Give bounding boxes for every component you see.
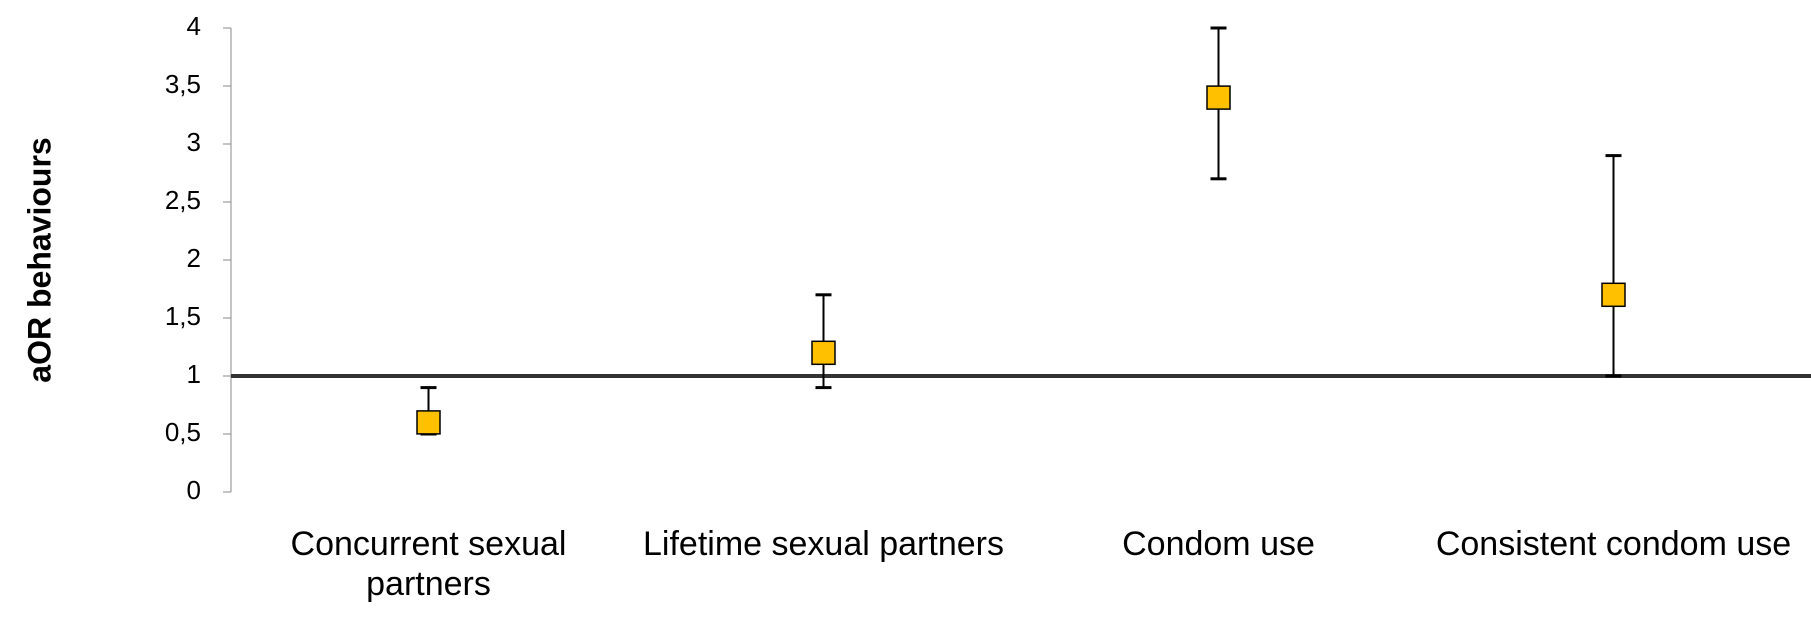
y-tick-label: 4 xyxy=(187,11,201,41)
y-tick-label: 0,5 xyxy=(165,417,201,447)
marker xyxy=(1601,282,1626,308)
x-tick-label: Lifetime sexual partners xyxy=(643,525,1004,563)
y-tick-label: 2,5 xyxy=(165,185,201,215)
x-tick-label: Concurrent sexual partners xyxy=(290,525,567,603)
y-tick-label: 3 xyxy=(187,127,201,157)
marker xyxy=(416,410,441,435)
y-tick-label: 3,5 xyxy=(165,69,201,99)
marker xyxy=(1206,85,1231,110)
y-tick-label: 1 xyxy=(187,359,201,389)
y-tick-label: 2 xyxy=(187,243,201,273)
x-tick-label: Consistent condom use xyxy=(1435,525,1792,563)
y-tick-label: 0 xyxy=(187,475,201,505)
marker xyxy=(811,340,836,366)
y-tick-label: 1,5 xyxy=(165,301,201,331)
y-axis-label: aOR behaviours xyxy=(21,137,57,382)
x-tick-label: Condom use xyxy=(1122,525,1315,563)
